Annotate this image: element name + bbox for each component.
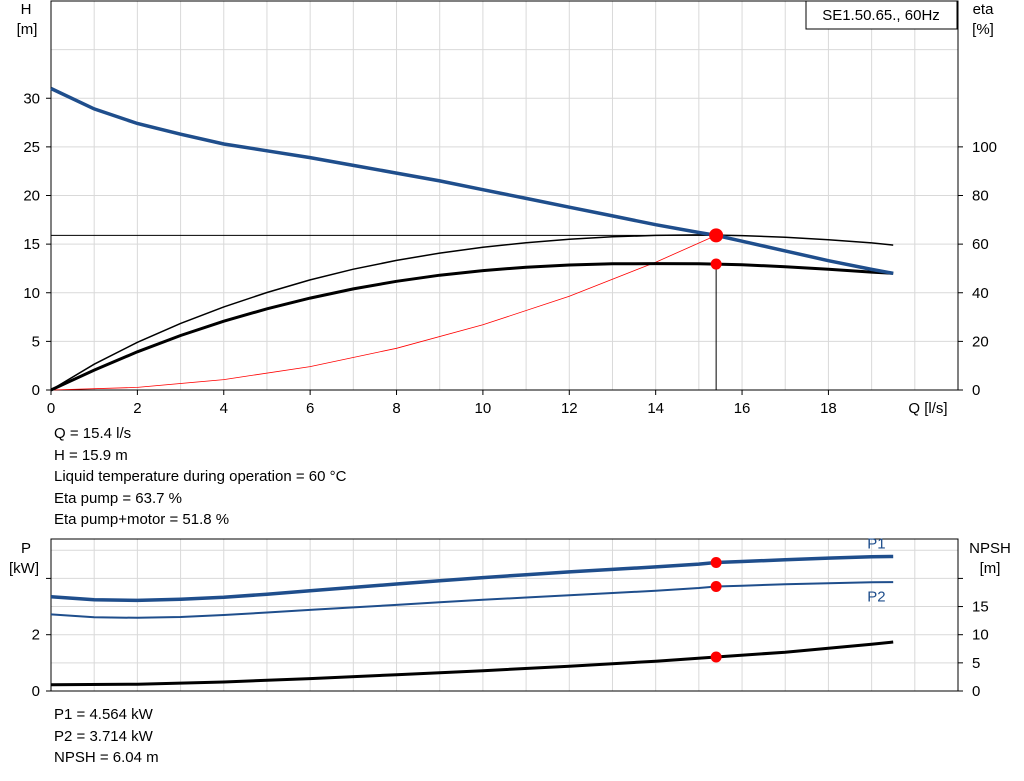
x-tick-label: 4 <box>220 400 228 417</box>
eta-total-point-marker <box>710 258 722 270</box>
y2-axis-label-npsh: NPSH <box>969 540 1011 557</box>
y2-tick-label: 20 <box>972 333 989 350</box>
y-tick-label: 30 <box>23 90 40 107</box>
info-liquid-temp: Liquid temperature during operation = 60… <box>54 468 347 485</box>
duty-point-info: Q = 15.4 l/s H = 15.9 m Liquid temperatu… <box>54 423 346 531</box>
head-curve <box>50 86 894 276</box>
p2-curve <box>50 581 894 619</box>
info-p1: P1 = 4.564 kW <box>54 706 153 723</box>
y2-tick-label: 0 <box>972 382 980 399</box>
y-tick-label: 5 <box>32 333 40 350</box>
y-axis-unit-h: [m] <box>17 21 38 38</box>
p1-point-marker <box>710 557 722 569</box>
info-p2: P2 = 3.714 kW <box>54 727 153 745</box>
eta-pump-curve <box>50 234 894 391</box>
legend-p1-label: P1 <box>867 536 885 553</box>
y-tick-label: 2 <box>32 627 40 644</box>
y-axis-unit-p: [kW] <box>9 560 39 577</box>
legend-p2-label: P2 <box>867 588 885 605</box>
y-tick-label: 15 <box>23 236 40 253</box>
y2-axis-unit-npsh: [m] <box>980 560 1001 577</box>
info-eta-total: Eta pump+motor = 51.8 % <box>54 511 230 528</box>
x-tick-label: 0 <box>47 400 55 417</box>
power-info: P1 = 4.564 kW P2 = 3.714 kW NPSH = 6.04 … <box>54 704 159 769</box>
title-box <box>805 0 958 30</box>
y2-tick-label: 5 <box>972 655 980 672</box>
y-axis-label-h: H <box>21 1 32 18</box>
y2-tick-label: 15 <box>972 599 989 616</box>
y-tick-label: 20 <box>23 188 40 205</box>
x-tick-label: 6 <box>306 400 314 417</box>
power-npsh-plot: 0 2 0 5 10 15 P [kW] NPSH [m] P1 P2 <box>9 536 1011 700</box>
info-q: Q = 15.4 l/s <box>54 425 132 442</box>
y2-tick-label: 80 <box>972 188 989 205</box>
y2-tick-label: 100 <box>972 139 997 156</box>
y-tick-label: 0 <box>32 683 40 700</box>
system-curve <box>50 235 717 391</box>
y2-tick-label: 40 <box>972 285 989 302</box>
npsh-point-marker <box>710 651 722 663</box>
x-tick-label: 14 <box>647 400 664 417</box>
y2-axis-unit-eta: [%] <box>972 21 994 38</box>
x-tick-label: 2 <box>133 400 141 417</box>
y-tick-label: 0 <box>32 382 40 399</box>
duty-point-marker <box>709 228 724 243</box>
y2-tick-label: 60 <box>972 236 989 253</box>
x-tick-label: 16 <box>734 400 751 417</box>
y2-tick-label: 10 <box>972 627 989 644</box>
x-tick-label: 18 <box>820 400 837 417</box>
y2-axis-label-eta: eta <box>973 1 995 18</box>
y-axis-label-p: P <box>21 540 31 557</box>
y2-tick-label: 0 <box>972 683 980 700</box>
chart-title: SE1.50.65., 60Hz <box>822 7 940 24</box>
x-axis-label: Q [l/s] <box>908 400 947 417</box>
x-tick-label: 8 <box>392 400 400 417</box>
head-efficiency-plot: 0 2 4 6 8 10 12 14 16 18 0 5 10 15 20 25 30 0 20 40 60 80 100 H… <box>17 0 997 417</box>
x-tick-label: 12 <box>561 400 578 417</box>
p1-curve <box>50 554 894 603</box>
y-tick-label: 25 <box>23 139 40 156</box>
info-h: H = 15.9 m <box>54 446 128 464</box>
info-npsh: NPSH = 6.04 m <box>54 749 159 766</box>
npsh-curve <box>50 640 894 687</box>
y-tick-label: 10 <box>23 285 40 302</box>
p2-point-marker <box>710 580 722 592</box>
eta-total-curve <box>50 262 894 392</box>
x-tick-label: 10 <box>475 400 492 417</box>
info-eta-pump: Eta pump = 63.7 % <box>54 489 182 507</box>
